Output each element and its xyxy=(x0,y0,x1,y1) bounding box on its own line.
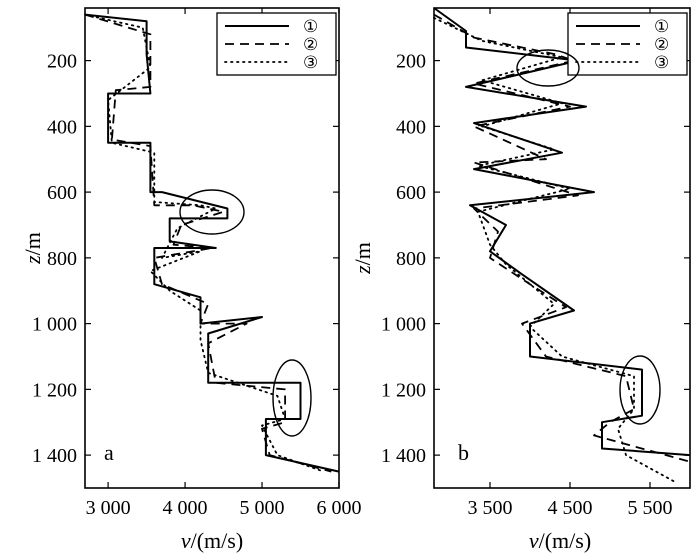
b-ytick-label: 400 xyxy=(396,116,426,138)
panel-b-frame xyxy=(433,7,691,489)
b-series-3-line xyxy=(433,16,675,483)
a-series-3-line xyxy=(84,13,325,473)
panel-a-frame xyxy=(84,7,340,489)
panel-a: 200 400 600 800 1 000 1 200 1 400 3 000 4 000 5 0… xyxy=(32,7,362,519)
panel-a-xlabel: v/(m/s) xyxy=(181,528,243,553)
b-xtick-label: 3 500 xyxy=(468,497,513,519)
a-ytick-label: 600 xyxy=(47,182,77,204)
panel-a-label: a xyxy=(104,440,114,465)
panel-b-highlight-lower xyxy=(619,355,661,425)
a-legend-label-3: ③ xyxy=(303,53,318,73)
a-xtick-label: 6 000 xyxy=(317,497,362,519)
a-series-2-line xyxy=(84,13,332,473)
panel-b-label: b xyxy=(458,440,469,465)
a-legend-label-2: ② xyxy=(303,35,318,55)
panel-b-xlabel-var: v xyxy=(529,528,539,553)
b-series-2-line xyxy=(433,13,691,463)
b-xtick-label: 4 500 xyxy=(548,497,593,519)
panel-a-series xyxy=(84,13,340,473)
panel-a-xlabel-var: v xyxy=(181,528,191,553)
a-ytick-label: 200 xyxy=(47,51,77,73)
b-ytick-label: 200 xyxy=(396,51,426,73)
a-xtick-label: 4 000 xyxy=(163,497,208,519)
panel-a-ylabel: z/m xyxy=(20,232,45,265)
panel-a-highlight-lower xyxy=(272,359,312,437)
a-xtick-label: 5 000 xyxy=(240,497,285,519)
a-ytick-label: 1 200 xyxy=(32,379,77,401)
a-ytick-label: 1 400 xyxy=(32,445,77,467)
panel-b: 200 400 600 800 1 000 1 200 1 400 3 500 4 500 5 5… xyxy=(381,7,691,519)
a-ytick-label: 400 xyxy=(47,116,77,138)
panel-b-xlabel: v/(m/s) xyxy=(529,528,591,553)
panel-b-xlabel-unit: /(m/s) xyxy=(539,528,592,553)
b-ytick-label: 1 000 xyxy=(381,314,426,336)
panel-a-xlabel-unit: /(m/s) xyxy=(191,528,244,553)
b-series-1-line xyxy=(433,7,691,457)
b-legend-label-3: ③ xyxy=(654,53,669,73)
panel-a-legend: ①②③ xyxy=(216,12,337,76)
b-legend-label-1: ① xyxy=(654,17,669,37)
panel-a-ylabel-var: z xyxy=(20,255,45,265)
a-series-1-line xyxy=(84,13,340,473)
b-ytick-label: 1 200 xyxy=(381,379,426,401)
a-ytick-label: 800 xyxy=(47,248,77,270)
panel-b-legend: ①②③ xyxy=(567,12,688,76)
b-xtick-label: 5 500 xyxy=(628,497,673,519)
panel-b-ylabel-unit: /m xyxy=(350,242,375,265)
panel-b-series xyxy=(433,7,691,483)
b-legend-label-2: ② xyxy=(654,35,669,55)
b-ytick-label: 1 400 xyxy=(381,445,426,467)
panel-b-ylabel-var: z xyxy=(350,265,375,275)
panel-b-ylabel: z/m xyxy=(350,242,375,275)
panel-a-ticks: 200 400 600 800 1 000 1 200 1 400 3 000 4 000 5 0… xyxy=(32,8,362,519)
b-ytick-label: 800 xyxy=(396,248,426,270)
a-xtick-label: 3 000 xyxy=(86,497,131,519)
panel-b-highlight-upper xyxy=(516,49,580,87)
a-legend-label-1: ① xyxy=(303,17,318,37)
panel-b-ticks: 200 400 600 800 1 000 1 200 1 400 3 500 4 500 5 5… xyxy=(381,8,690,519)
b-ytick-label: 600 xyxy=(396,182,426,204)
a-ytick-label: 1 000 xyxy=(32,314,77,336)
panel-a-ylabel-unit: /m xyxy=(20,232,45,255)
panel-a-highlight-upper xyxy=(179,189,245,235)
